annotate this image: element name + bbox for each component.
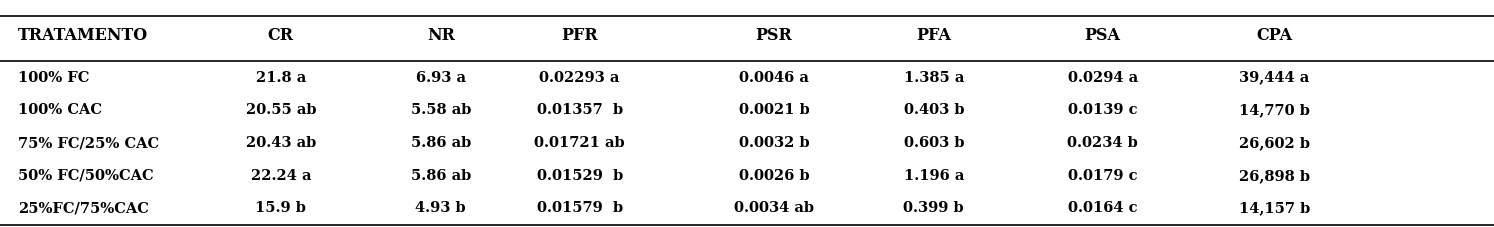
Text: 50% FC/50%CAC: 50% FC/50%CAC bbox=[18, 169, 154, 183]
Text: CR: CR bbox=[267, 27, 294, 44]
Text: 0.0139 c: 0.0139 c bbox=[1068, 103, 1137, 117]
Text: 4.93 b: 4.93 b bbox=[415, 201, 466, 215]
Text: 0.01529  b: 0.01529 b bbox=[536, 169, 623, 183]
Text: 14,770 b: 14,770 b bbox=[1239, 103, 1310, 117]
Text: PSA: PSA bbox=[1085, 27, 1120, 44]
Text: 22.24 a: 22.24 a bbox=[251, 169, 311, 183]
Text: NR: NR bbox=[427, 27, 454, 44]
Text: 1.385 a: 1.385 a bbox=[904, 71, 964, 85]
Text: 100% FC: 100% FC bbox=[18, 71, 90, 85]
Text: PFA: PFA bbox=[916, 27, 952, 44]
Text: 0.0294 a: 0.0294 a bbox=[1068, 71, 1137, 85]
Text: 6.93 a: 6.93 a bbox=[415, 71, 466, 85]
Text: 15.9 b: 15.9 b bbox=[255, 201, 306, 215]
Text: 0.02293 a: 0.02293 a bbox=[539, 71, 620, 85]
Text: 21.8 a: 21.8 a bbox=[255, 71, 306, 85]
Text: 0.01721 ab: 0.01721 ab bbox=[535, 136, 624, 150]
Text: 5.86 ab: 5.86 ab bbox=[411, 169, 471, 183]
Text: 0.0021 b: 0.0021 b bbox=[738, 103, 810, 117]
Text: 26,602 b: 26,602 b bbox=[1239, 136, 1310, 150]
Text: 0.0026 b: 0.0026 b bbox=[738, 169, 810, 183]
Text: 0.603 b: 0.603 b bbox=[904, 136, 964, 150]
Text: 0.403 b: 0.403 b bbox=[904, 103, 964, 117]
Text: PFR: PFR bbox=[562, 27, 598, 44]
Text: 5.86 ab: 5.86 ab bbox=[411, 136, 471, 150]
Text: PSR: PSR bbox=[756, 27, 792, 44]
Text: 14,157 b: 14,157 b bbox=[1239, 201, 1310, 215]
Text: TRATAMENTO: TRATAMENTO bbox=[18, 27, 148, 44]
Text: 0.0034 ab: 0.0034 ab bbox=[734, 201, 814, 215]
Text: 25%FC/75%CAC: 25%FC/75%CAC bbox=[18, 201, 149, 215]
Text: 0.01579  b: 0.01579 b bbox=[536, 201, 623, 215]
Text: 20.43 ab: 20.43 ab bbox=[245, 136, 317, 150]
Text: 26,898 b: 26,898 b bbox=[1239, 169, 1310, 183]
Text: 20.55 ab: 20.55 ab bbox=[245, 103, 317, 117]
Text: 0.0234 b: 0.0234 b bbox=[1067, 136, 1138, 150]
Text: 0.399 b: 0.399 b bbox=[904, 201, 964, 215]
Text: 100% CAC: 100% CAC bbox=[18, 103, 102, 117]
Text: 0.0032 b: 0.0032 b bbox=[738, 136, 810, 150]
Text: 0.0179 c: 0.0179 c bbox=[1068, 169, 1137, 183]
Text: 75% FC/25% CAC: 75% FC/25% CAC bbox=[18, 136, 158, 150]
Text: 0.0164 c: 0.0164 c bbox=[1068, 201, 1137, 215]
Text: 1.196 a: 1.196 a bbox=[904, 169, 964, 183]
Text: CPA: CPA bbox=[1256, 27, 1292, 44]
Text: 0.0046 a: 0.0046 a bbox=[740, 71, 808, 85]
Text: 0.01357  b: 0.01357 b bbox=[536, 103, 623, 117]
Text: 5.58 ab: 5.58 ab bbox=[411, 103, 471, 117]
Text: 39,444 a: 39,444 a bbox=[1239, 71, 1310, 85]
